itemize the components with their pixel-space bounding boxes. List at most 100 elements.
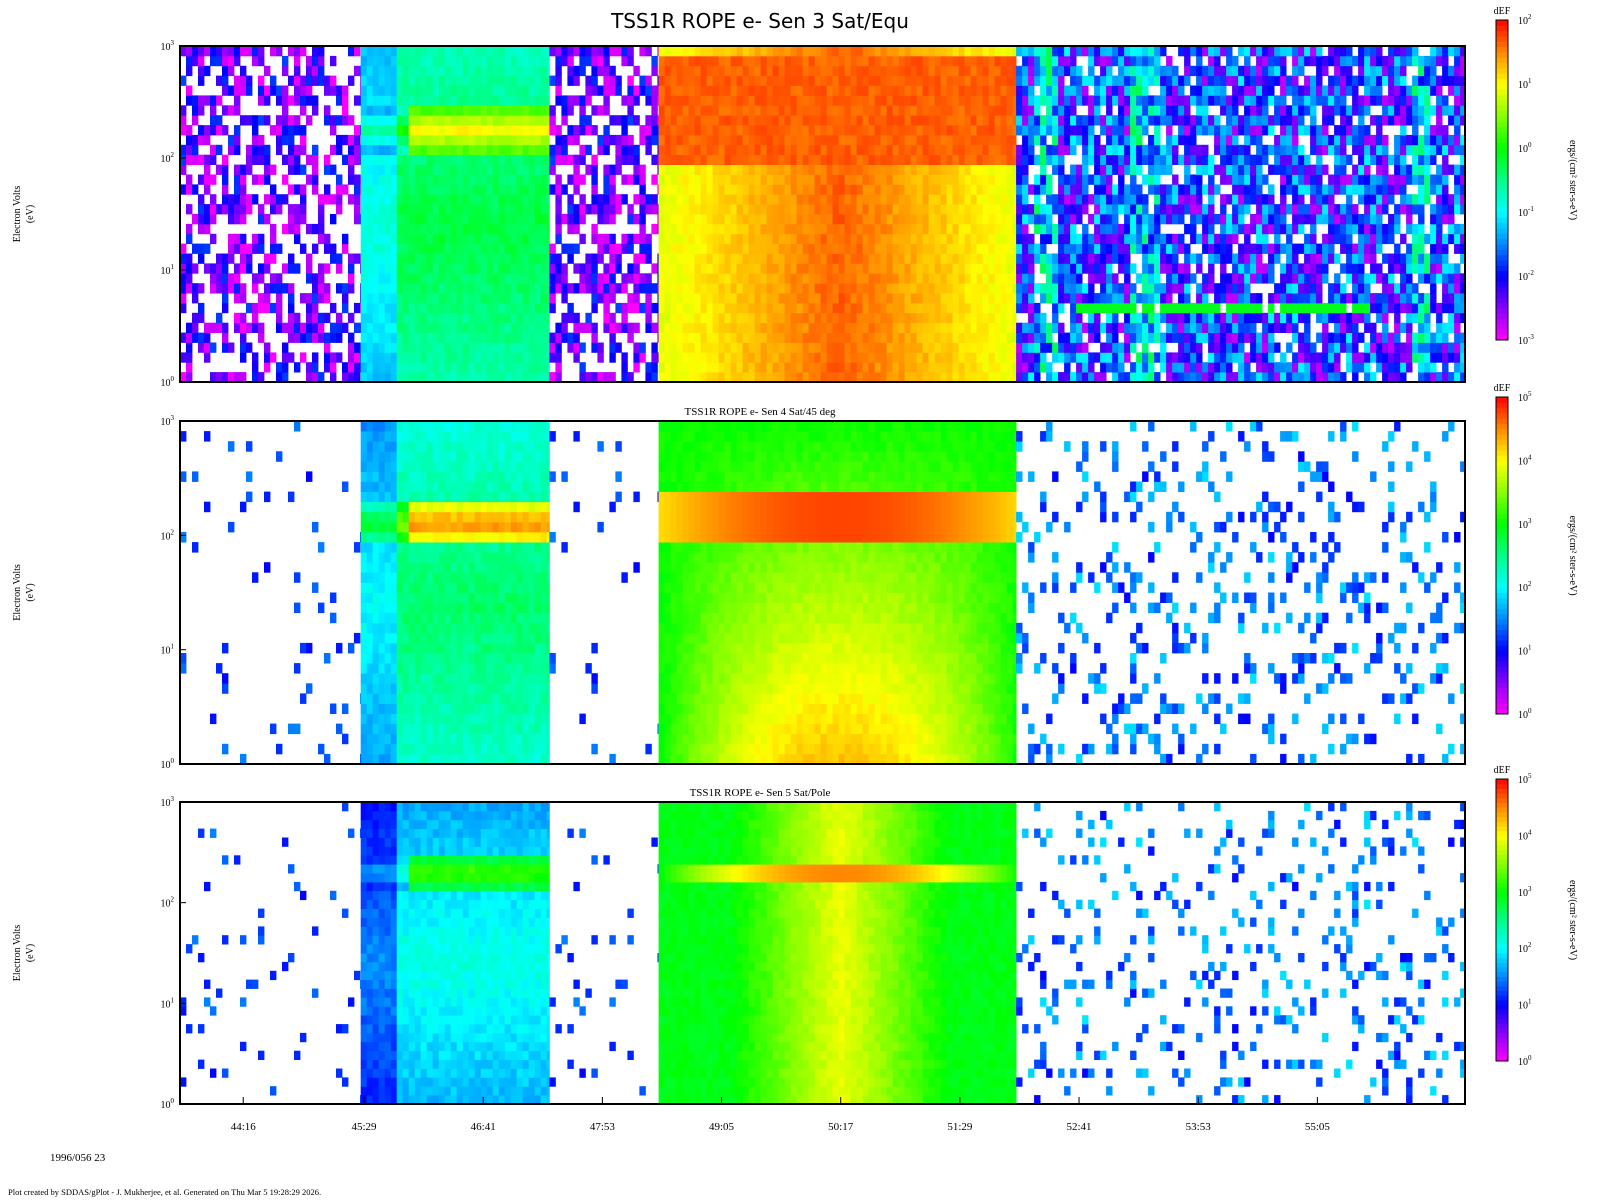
data-cell: [1160, 233, 1167, 245]
data-cell: [1000, 125, 1007, 136]
data-cell: [1154, 105, 1161, 116]
data-cell: [730, 253, 737, 264]
data-cell: [633, 164, 640, 175]
data-cell: [724, 194, 731, 205]
data-cell: [868, 263, 875, 274]
data-cell: [1112, 233, 1119, 245]
data-cell: [1088, 273, 1095, 284]
data-cell: [1058, 134, 1065, 146]
data-cell: [982, 134, 989, 146]
data-cell: [504, 125, 512, 136]
data-cell: [288, 283, 295, 294]
data-cell: [658, 372, 665, 383]
data-cell: [336, 263, 343, 274]
data-cell: [264, 293, 271, 304]
data-cell: [360, 134, 368, 146]
data-cell: [486, 174, 494, 185]
data-cell: [258, 214, 265, 225]
data-cell: [372, 144, 380, 156]
data-cell: [549, 283, 556, 294]
data-cell: [790, 372, 797, 383]
data-cell: [360, 342, 362, 353]
data-cell: [922, 253, 929, 264]
data-cell: [1012, 293, 1017, 304]
data-cell: [1094, 194, 1101, 205]
data-cell: [898, 46, 905, 57]
data-cell: [1124, 95, 1131, 106]
data-cell: [760, 352, 767, 363]
data-cell: [862, 184, 869, 195]
data-cell: [276, 312, 283, 324]
data-cell: [820, 372, 827, 383]
data-cell: [372, 174, 380, 185]
data-cell: [510, 233, 518, 245]
data-cell: [282, 362, 289, 373]
data-cell: [952, 312, 959, 324]
data-cell: [384, 233, 392, 245]
data-cell: [456, 372, 464, 383]
data-cell: [1016, 243, 1023, 254]
data-cell: [528, 322, 536, 333]
data-cell: [856, 194, 863, 205]
data-cell: [450, 243, 458, 254]
data-cell: [240, 293, 247, 304]
data-cell: [468, 55, 476, 67]
data-cell: [730, 223, 737, 235]
data-cell: [766, 194, 773, 205]
data-cell: [549, 352, 556, 363]
data-cell: [384, 65, 392, 77]
data-cell: [474, 204, 482, 215]
data-cell: [874, 302, 881, 314]
data-cell: [676, 204, 683, 215]
data-cell: [670, 273, 677, 284]
data-cell: [796, 144, 803, 156]
data-cell: [384, 214, 392, 225]
data-cell: [934, 293, 941, 304]
data-cell: [748, 214, 755, 225]
data-cell: [826, 263, 833, 274]
data-cell: [928, 273, 935, 284]
data-cell: [940, 362, 947, 373]
data-cell: [633, 144, 640, 156]
data-cell: [820, 154, 827, 165]
data-cell: [934, 223, 941, 235]
data-cell: [676, 233, 683, 245]
data-cell: [480, 233, 488, 245]
data-cell: [615, 243, 622, 254]
data-cell: [1016, 233, 1023, 245]
data-cell: [868, 95, 875, 106]
data-cell: [420, 164, 428, 175]
data-cell: [1034, 223, 1041, 235]
data-cell: [456, 125, 464, 136]
data-cell: [627, 332, 634, 343]
data-cell: [664, 352, 671, 363]
data-cell: [922, 144, 929, 156]
data-cell: [396, 322, 404, 333]
data-cell: [658, 174, 665, 185]
data-cell: [1016, 214, 1023, 225]
data-cell: [712, 233, 719, 245]
data-cell: [778, 342, 785, 353]
data-cell: [952, 75, 959, 86]
data-cell: [760, 243, 767, 254]
data-cell: [567, 243, 574, 254]
data-cell: [736, 312, 743, 324]
data-cell: [282, 263, 289, 274]
data-cell: [856, 75, 863, 86]
data-cell: [408, 46, 416, 57]
data-cell: [748, 184, 755, 195]
data-cell: [516, 322, 524, 333]
data-cell: [264, 352, 271, 363]
data-cell: [192, 322, 199, 333]
data-cell: [976, 164, 983, 175]
data-cell: [952, 273, 959, 284]
data-cell: [712, 204, 719, 215]
data-cell: [546, 263, 550, 274]
data-cell: [736, 46, 743, 57]
data-cell: [964, 204, 971, 215]
data-cell: [856, 223, 863, 235]
data-cell: [579, 174, 586, 185]
data-cell: [1166, 115, 1173, 126]
data-cell: [294, 65, 301, 77]
data-cell: [528, 204, 536, 215]
